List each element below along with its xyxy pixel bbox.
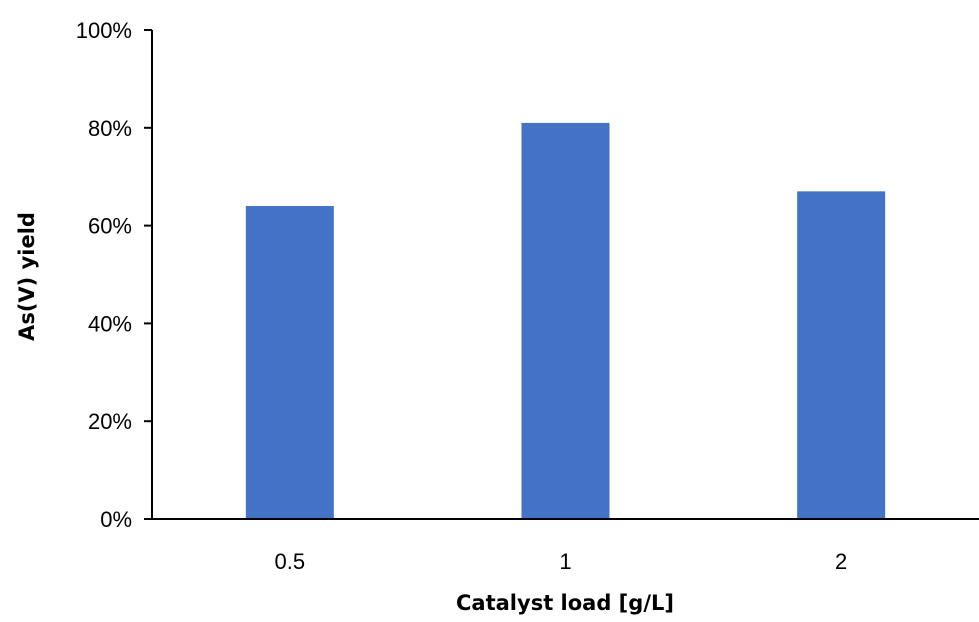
y-tick-label: 0% [100,507,132,532]
y-axis-title: As(V) yield [15,212,39,341]
y-tick-label: 60% [88,214,132,239]
y-axis-ticks: 0% 20% 40% 60% 80% 100% [76,18,152,532]
y-tick-label: 40% [88,311,132,336]
bar-0.5 [245,206,334,520]
x-tick-label: 1 [559,549,571,574]
x-tick-label: 0.5 [275,549,306,574]
bar-2 [797,191,886,519]
x-axis-ticks: 0.5 1 2 [275,549,848,574]
x-axis-title: Catalyst load [g/L] [456,591,674,615]
bars [245,122,886,520]
bar-1 [521,122,610,519]
y-tick-label: 20% [88,409,132,434]
y-tick-label: 80% [88,116,132,141]
y-tick-label: 100% [76,18,132,43]
x-tick-label: 2 [835,549,847,574]
